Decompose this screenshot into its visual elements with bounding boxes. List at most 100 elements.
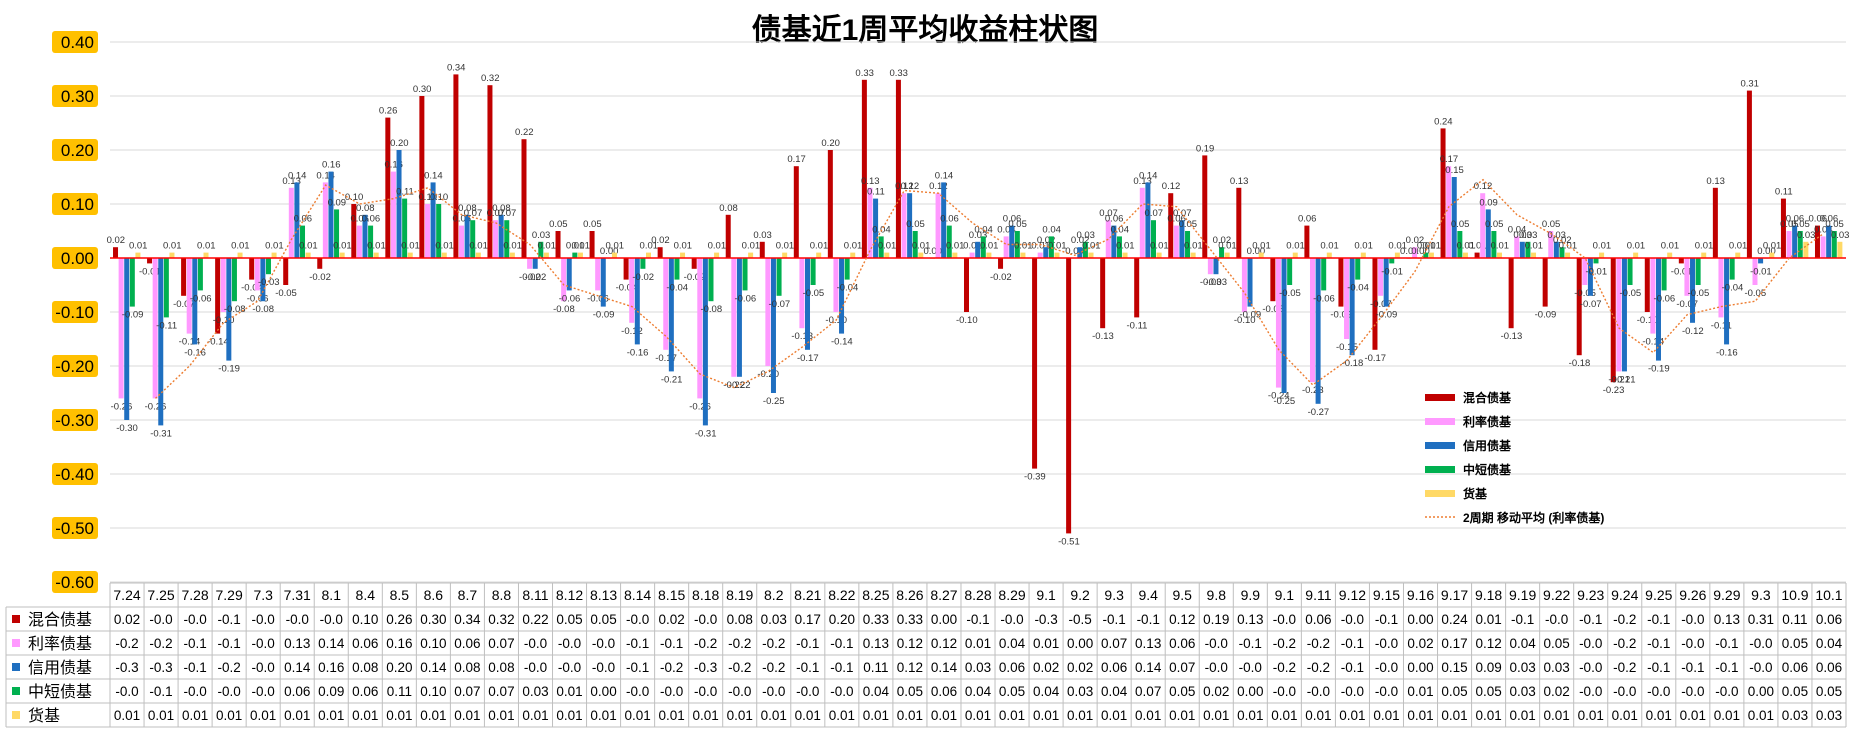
bar <box>691 258 697 269</box>
bar <box>1729 258 1735 280</box>
x-tick-label: 9.4 <box>1138 587 1158 603</box>
x-tick-label: 8.8 <box>492 587 512 603</box>
table-cell: 0.01 <box>1714 708 1740 723</box>
bar <box>373 252 379 258</box>
bar <box>113 247 119 258</box>
bar <box>935 193 941 258</box>
data-label: -0.31 <box>695 428 717 439</box>
table-cell: 0.33 <box>897 612 923 627</box>
x-tick-label: 8.7 <box>458 587 478 603</box>
bar <box>867 187 873 258</box>
bar <box>1610 258 1616 383</box>
bar <box>1690 258 1696 323</box>
x-tick-label: 8.11 <box>522 587 548 603</box>
data-label: -0.06 <box>190 293 212 304</box>
bar <box>946 225 952 258</box>
data-label: 0.01 <box>980 241 999 252</box>
bar <box>1389 258 1395 264</box>
table-cell: 0.12 <box>1169 612 1195 627</box>
data-label: 0.01 <box>537 241 556 252</box>
table-cell: -0.0 <box>286 612 309 627</box>
bar <box>941 182 947 258</box>
data-label: 0.01 <box>1729 241 1748 252</box>
data-label: -0.04 <box>666 283 688 294</box>
data-label: -0.14 <box>179 337 201 348</box>
data-label: 0.14 <box>935 170 954 181</box>
bar <box>759 241 765 258</box>
data-label: 0.17 <box>787 154 806 165</box>
data-label: 0.01 <box>129 241 148 252</box>
data-label: -0.03 <box>1200 277 1222 288</box>
table-cell: 0.01 <box>1612 708 1638 723</box>
data-label: 0.14 <box>424 170 443 181</box>
table-cell: -0.0 <box>252 684 275 699</box>
bar <box>1009 225 1015 258</box>
table-cell: -0.0 <box>762 684 785 699</box>
table-cell: 0.32 <box>488 612 514 627</box>
bar <box>1633 252 1639 258</box>
data-label: 0.00 <box>924 246 943 257</box>
data-label: 0.10 <box>419 192 438 203</box>
table-cell: 0.05 <box>1441 684 1467 699</box>
table-cell: 0.13 <box>284 636 310 651</box>
bar <box>805 258 811 350</box>
table-cell: -0.0 <box>183 684 206 699</box>
table-cell: -0.0 <box>1273 684 1296 699</box>
bar <box>1627 258 1633 285</box>
y-tick-label: 0.10 <box>61 195 94 214</box>
x-tick-label: 7.31 <box>284 587 311 603</box>
x-tick-label: 8.5 <box>390 587 410 603</box>
data-label: -0.05 <box>1688 288 1710 299</box>
y-tick-label: -0.50 <box>55 519 94 538</box>
bar <box>1287 258 1293 285</box>
table-cell: 0.01 <box>1544 708 1570 723</box>
data-label: -0.23 <box>1603 385 1625 396</box>
data-label: 0.05 <box>1451 219 1470 230</box>
data-label: -0.31 <box>150 428 172 439</box>
data-label: 0.17 <box>1440 154 1459 165</box>
data-label: 0.20 <box>390 138 409 149</box>
bar <box>271 252 277 258</box>
table-cell: 0.01 <box>1305 708 1331 723</box>
data-label: 0.33 <box>855 68 874 79</box>
data-label: -0.19 <box>1648 364 1670 375</box>
data-label: 0.05 <box>1485 219 1504 230</box>
data-label: 0.33 <box>889 68 908 79</box>
data-label: 0.10 <box>345 192 364 203</box>
data-label: 0.12 <box>901 181 920 192</box>
data-label: -0.20 <box>757 369 779 380</box>
data-label: -0.06 <box>1654 293 1676 304</box>
bar <box>1224 252 1230 258</box>
data-label: -0.23 <box>1302 385 1324 396</box>
y-tick-label: -0.30 <box>55 411 94 430</box>
table-cell: 0.01 <box>965 636 991 651</box>
legend-label: 2周期 移动平均 (利率债基) <box>1463 510 1604 525</box>
data-label: 0.12 <box>895 181 914 192</box>
table-cell: 0.09 <box>318 684 344 699</box>
table-cell: -0.2 <box>1613 612 1636 627</box>
bar <box>1321 258 1327 291</box>
y-tick-highlight <box>52 463 98 485</box>
bar <box>521 139 527 258</box>
data-label: -0.14 <box>831 337 853 348</box>
table-cell: 0.05 <box>590 612 616 627</box>
table-cell: 0.03 <box>1509 684 1535 699</box>
bar <box>1695 258 1701 285</box>
data-label: 0.06 <box>1786 214 1805 225</box>
data-label: 0.01 <box>1320 241 1339 252</box>
data-label: 0.09 <box>1479 197 1498 208</box>
bar <box>952 252 958 258</box>
bar <box>600 258 606 307</box>
data-label: 0.19 <box>1196 143 1215 154</box>
bar <box>1514 236 1520 258</box>
table-cell: 0.08 <box>454 660 480 675</box>
y-tick-highlight <box>52 31 98 53</box>
table-cell: 0.07 <box>488 636 514 651</box>
bar <box>1168 193 1174 258</box>
table-cell: 0.05 <box>1782 684 1808 699</box>
table-cell: -0.0 <box>1579 636 1602 651</box>
table-cell: -0.3 <box>149 660 172 675</box>
bar <box>181 258 187 296</box>
table-cell: 0.03 <box>761 612 787 627</box>
table-cell: -0.1 <box>1647 660 1670 675</box>
